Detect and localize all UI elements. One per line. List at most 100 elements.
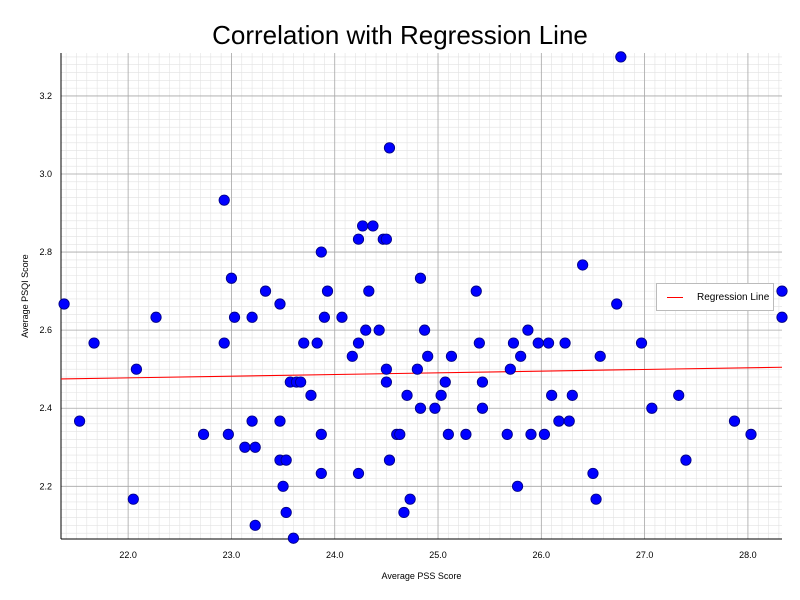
- x-tick-label: 24.0: [326, 550, 344, 560]
- data-point: [249, 441, 261, 453]
- data-point: [305, 389, 317, 401]
- data-point: [504, 363, 516, 375]
- y-tick-label: 2.8: [39, 247, 52, 257]
- data-point: [259, 285, 272, 297]
- data-point: [357, 220, 369, 232]
- legend: Regression Line: [656, 283, 774, 311]
- data-point: [745, 428, 757, 440]
- data-points: [58, 51, 788, 544]
- x-tick-label: 22.0: [119, 550, 137, 560]
- data-point: [373, 324, 385, 336]
- data-point: [315, 467, 327, 480]
- x-tick-label: 25.0: [429, 550, 447, 560]
- data-point: [542, 337, 555, 349]
- data-point: [222, 428, 234, 440]
- data-point: [615, 51, 627, 63]
- data-point: [352, 337, 365, 349]
- data-point: [127, 493, 139, 505]
- data-point: [476, 376, 489, 388]
- data-point: [380, 363, 392, 375]
- data-point: [249, 519, 261, 531]
- data-point: [404, 493, 416, 505]
- data-point: [414, 402, 427, 414]
- data-point: [776, 311, 788, 323]
- data-point: [363, 285, 375, 297]
- data-point: [360, 324, 372, 336]
- data-point: [525, 428, 537, 440]
- data-point: [680, 454, 692, 466]
- data-point: [414, 272, 427, 284]
- data-point: [418, 324, 431, 336]
- y-tick-label: 2.2: [39, 481, 52, 491]
- data-point: [501, 428, 513, 440]
- data-point: [130, 363, 143, 375]
- data-point: [563, 415, 575, 427]
- y-axis-label: Average PSQI Score: [20, 254, 30, 337]
- data-point: [401, 389, 413, 401]
- data-point: [228, 311, 241, 323]
- x-tick-label: 26.0: [533, 550, 551, 560]
- data-point: [239, 441, 251, 453]
- data-point: [435, 389, 447, 401]
- data-point: [546, 389, 558, 401]
- data-point: [611, 298, 623, 310]
- data-point: [218, 337, 230, 349]
- data-point: [383, 454, 396, 466]
- data-point: [383, 142, 396, 154]
- data-point: [439, 376, 451, 388]
- data-point: [411, 363, 423, 375]
- data-point: [380, 233, 392, 245]
- legend-regression-label: Regression Line: [697, 292, 770, 303]
- data-point: [460, 428, 472, 440]
- data-point: [507, 337, 520, 349]
- data-point: [150, 311, 162, 323]
- y-tick-label: 3.0: [39, 169, 52, 179]
- data-point: [246, 415, 258, 427]
- data-point: [280, 506, 292, 519]
- data-point: [587, 467, 599, 480]
- data-point: [566, 389, 578, 401]
- data-point: [73, 415, 86, 427]
- chart-title: Correlation with Regression Line: [212, 20, 588, 50]
- data-point: [311, 337, 323, 349]
- data-point: [287, 532, 300, 544]
- data-point: [532, 337, 544, 349]
- data-point: [280, 454, 292, 466]
- data-point: [274, 415, 286, 427]
- data-point: [58, 298, 70, 310]
- data-point: [646, 402, 658, 414]
- data-point: [511, 480, 524, 492]
- data-point: [197, 428, 210, 440]
- data-point: [538, 428, 551, 440]
- data-point: [476, 402, 489, 414]
- data-point: [473, 337, 485, 349]
- regression-line: [60, 366, 783, 380]
- y-tick-label: 2.4: [39, 403, 52, 413]
- data-point: [380, 376, 392, 388]
- x-tick-label: 23.0: [223, 550, 241, 560]
- data-point: [442, 428, 454, 440]
- data-point: [352, 467, 365, 480]
- data-point: [225, 272, 238, 284]
- data-point: [218, 194, 230, 206]
- data-point: [295, 376, 307, 388]
- data-point: [594, 350, 606, 362]
- data-point: [346, 350, 358, 362]
- data-point: [635, 337, 648, 349]
- data-point: [315, 246, 327, 258]
- legend-regression-swatch: [667, 297, 683, 298]
- y-tick-label: 3.2: [39, 91, 52, 101]
- data-point: [445, 350, 458, 362]
- data-point: [429, 402, 441, 414]
- data-point: [352, 233, 365, 245]
- data-point: [515, 350, 527, 362]
- data-point: [590, 493, 602, 505]
- x-tick-label: 28.0: [739, 550, 757, 560]
- data-point: [553, 415, 565, 427]
- axes: 22.0 23.0 24.0 25.0 26.0 27.0 28.0 2.2 2.4 2.6 2.8…: [39, 53, 782, 560]
- data-point: [246, 311, 258, 323]
- data-point: [422, 350, 434, 362]
- data-point: [274, 298, 286, 310]
- data-point: [277, 480, 289, 492]
